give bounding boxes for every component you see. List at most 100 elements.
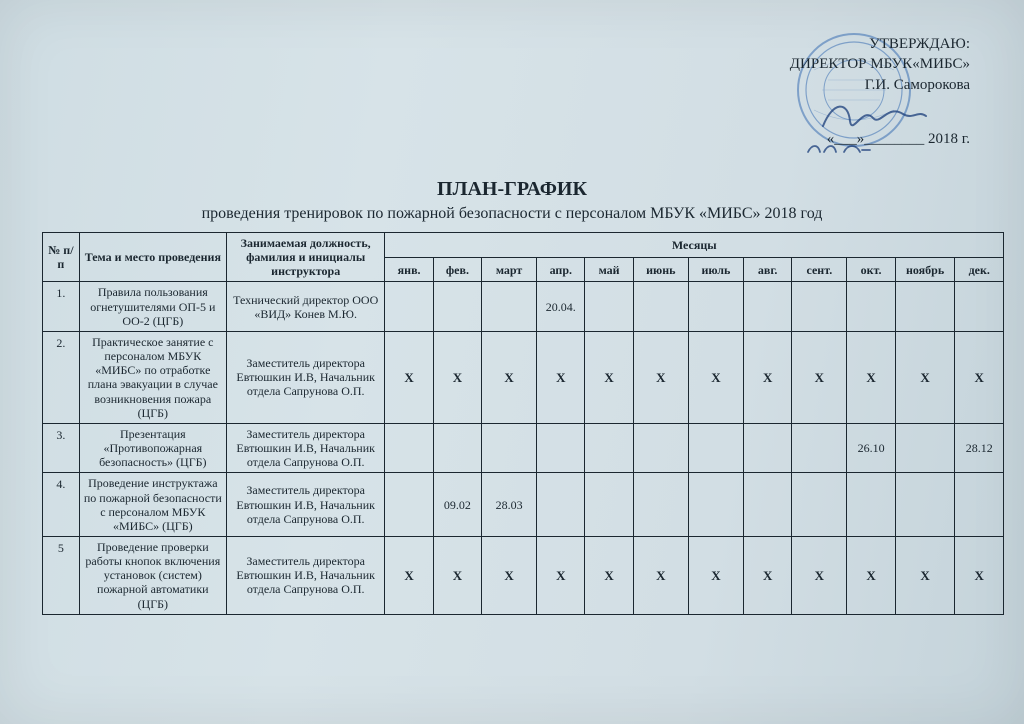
approval-date-year: 2018 г. <box>928 131 970 147</box>
table-row: 2.Практическое занятие с персоналом МБУК… <box>43 331 1004 423</box>
document-page: УТВЕРЖДАЮ: ДИРЕКТОР МБУК«МИБС» Г.И. Само… <box>0 0 1024 724</box>
cell-month: X <box>847 331 895 423</box>
cell-month: X <box>792 536 847 614</box>
cell-num: 3. <box>43 423 80 472</box>
cell-month <box>585 282 633 331</box>
cell-month: X <box>585 331 633 423</box>
approval-date-prefix: «___»________ <box>827 131 925 147</box>
cell-month <box>792 423 847 472</box>
cell-month: X <box>537 536 585 614</box>
cell-month: X <box>955 536 1004 614</box>
page-subtitle: проведения тренировок по пожарной безопа… <box>0 205 1024 223</box>
cell-month: X <box>895 536 955 614</box>
cell-month <box>744 282 792 331</box>
cell-month: X <box>895 331 955 423</box>
th-theme: Тема и место проведения <box>79 233 226 282</box>
cell-month: 28.03 <box>482 473 537 537</box>
table-body: 1.Правила пользования огнетушителями ОП-… <box>43 282 1004 614</box>
table-header-row-1: № п/п Тема и место проведения Занимаемая… <box>43 233 1004 258</box>
cell-month <box>482 423 537 472</box>
cell-month <box>847 282 895 331</box>
cell-month: X <box>847 536 895 614</box>
cell-month: 09.02 <box>433 473 481 537</box>
cell-instructor: Заместитель директора Евтюшкин И.В, Нача… <box>226 423 385 472</box>
cell-month: X <box>633 331 688 423</box>
cell-month: X <box>433 536 481 614</box>
cell-theme: Практическое занятие с персоналом МБУК «… <box>79 331 226 423</box>
schedule-table: № п/п Тема и место проведения Занимаемая… <box>42 232 1004 615</box>
schedule-table-wrap: № п/п Тема и место проведения Занимаемая… <box>42 232 1004 615</box>
th-months-group: Месяцы <box>385 233 1004 258</box>
th-month: окт. <box>847 257 895 282</box>
cell-month <box>688 423 743 472</box>
cell-month <box>433 282 481 331</box>
cell-month: X <box>585 536 633 614</box>
cell-month <box>385 473 433 537</box>
cell-month <box>385 282 433 331</box>
table-row: 5Проведение проверки работы кнопок включ… <box>43 536 1004 614</box>
cell-instructor: Заместитель директора Евтюшкин И.В, Нача… <box>226 473 385 537</box>
cell-instructor: Заместитель директора Евтюшкин И.В, Нача… <box>226 536 385 614</box>
cell-month <box>537 473 585 537</box>
cell-theme: Правила пользования огнетушителями ОП-5 … <box>79 282 226 331</box>
th-month: авг. <box>744 257 792 282</box>
cell-month: X <box>688 536 743 614</box>
cell-month: X <box>482 536 537 614</box>
cell-month: X <box>744 331 792 423</box>
cell-month: 20.04. <box>537 282 585 331</box>
cell-month <box>895 282 955 331</box>
cell-month <box>744 473 792 537</box>
approval-date: «___»________ 2018 г. <box>740 129 970 149</box>
cell-month <box>688 282 743 331</box>
page-title: ПЛАН-ГРАФИК <box>0 178 1024 201</box>
th-month: ноябрь <box>895 257 955 282</box>
table-row: 4.Проведение инструктажа по пожарной без… <box>43 473 1004 537</box>
cell-theme: Презентация «Противопожарная безопасност… <box>79 423 226 472</box>
cell-month <box>792 473 847 537</box>
table-row: 1.Правила пользования огнетушителями ОП-… <box>43 282 1004 331</box>
cell-month: 28.12 <box>955 423 1004 472</box>
cell-instructor: Заместитель директора Евтюшкин И.В, Нача… <box>226 331 385 423</box>
cell-month <box>633 473 688 537</box>
cell-month <box>585 423 633 472</box>
cell-month: X <box>688 331 743 423</box>
th-month: сент. <box>792 257 847 282</box>
cell-month <box>482 282 537 331</box>
th-month: дек. <box>955 257 1004 282</box>
cell-month <box>585 473 633 537</box>
cell-month: X <box>744 536 792 614</box>
th-month: янв. <box>385 257 433 282</box>
cell-instructor: Технический директор ООО «ВИД» Конев М.Ю… <box>226 282 385 331</box>
th-month: июль <box>688 257 743 282</box>
th-month: май <box>585 257 633 282</box>
th-month: июнь <box>633 257 688 282</box>
cell-month: X <box>537 331 585 423</box>
cell-month <box>895 473 955 537</box>
cell-num: 1. <box>43 282 80 331</box>
cell-month: X <box>792 331 847 423</box>
cell-month <box>688 473 743 537</box>
th-month: апр. <box>537 257 585 282</box>
cell-month <box>895 423 955 472</box>
cell-month: X <box>955 331 1004 423</box>
title-block: ПЛАН-ГРАФИК проведения тренировок по пож… <box>0 178 1024 223</box>
cell-month: X <box>433 331 481 423</box>
approval-line1: УТВЕРЖДАЮ: <box>740 34 970 54</box>
cell-month <box>385 423 433 472</box>
cell-month <box>744 423 792 472</box>
cell-month <box>537 423 585 472</box>
cell-theme: Проведение проверки работы кнопок включе… <box>79 536 226 614</box>
th-instructor: Занимаемая должность, фамилия и инициалы… <box>226 233 385 282</box>
cell-month <box>955 282 1004 331</box>
th-month: фев. <box>433 257 481 282</box>
cell-month <box>633 423 688 472</box>
cell-month: X <box>385 331 433 423</box>
cell-month <box>847 473 895 537</box>
cell-month: 26.10 <box>847 423 895 472</box>
cell-theme: Проведение инструктажа по пожарной безоп… <box>79 473 226 537</box>
th-month: март <box>482 257 537 282</box>
cell-num: 4. <box>43 473 80 537</box>
cell-month <box>433 423 481 472</box>
approval-line3: Г.И. Саморокова <box>740 75 970 95</box>
cell-month: X <box>482 331 537 423</box>
